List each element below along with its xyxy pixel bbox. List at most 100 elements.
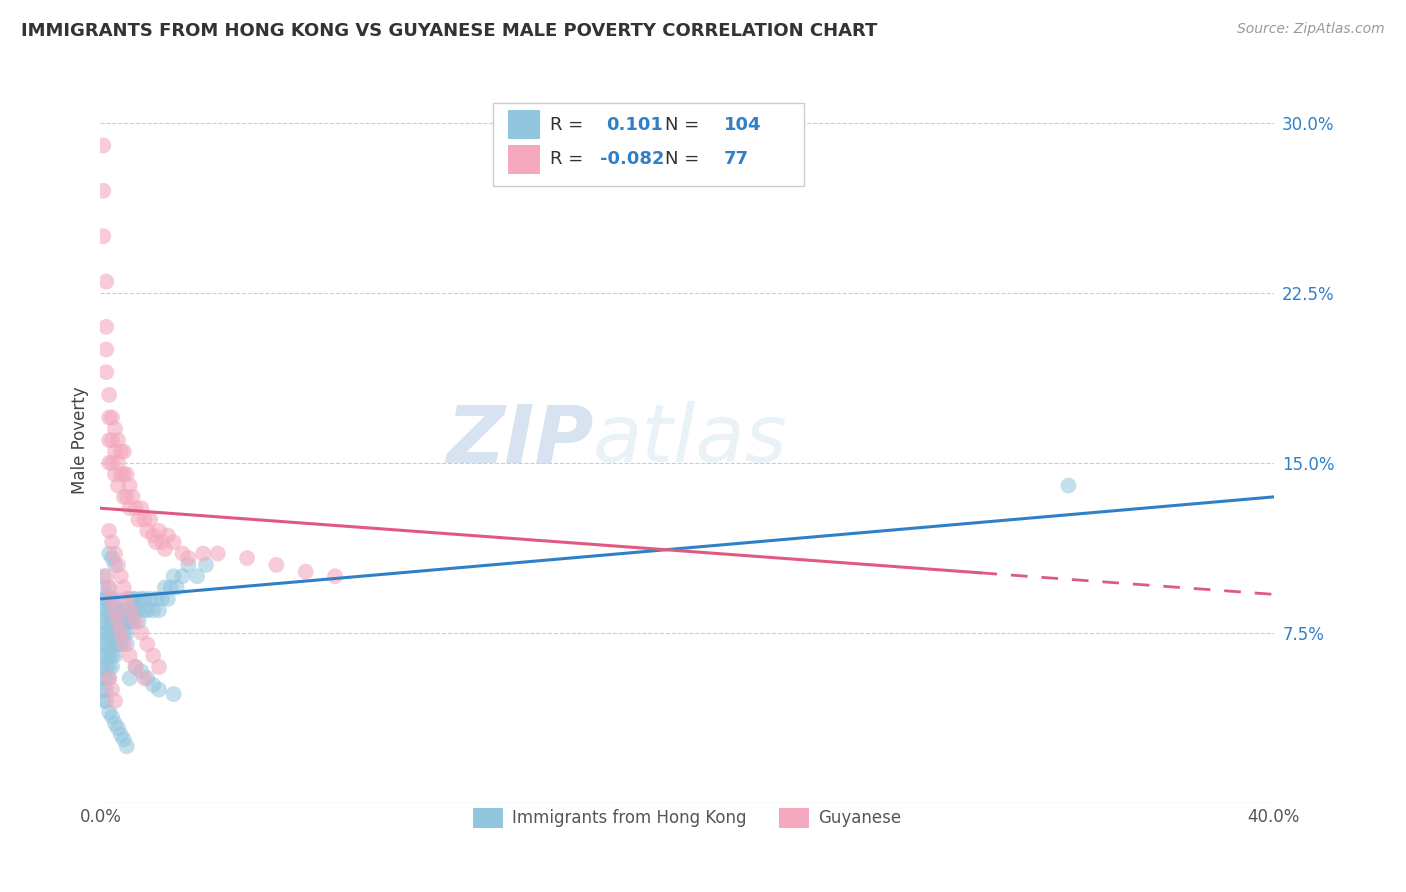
Point <box>207 547 229 561</box>
Point <box>121 603 143 617</box>
Point <box>101 433 124 447</box>
Point <box>91 138 114 153</box>
Point <box>136 671 159 685</box>
Point <box>148 524 170 538</box>
Point <box>148 682 170 697</box>
Point <box>159 581 181 595</box>
Point <box>96 275 118 289</box>
Point <box>110 626 132 640</box>
Point <box>112 490 135 504</box>
Point <box>91 626 114 640</box>
Point <box>112 637 135 651</box>
Point <box>1057 478 1080 492</box>
Point <box>98 615 121 629</box>
Point <box>156 528 179 542</box>
Point <box>142 528 165 542</box>
Point <box>91 637 114 651</box>
Point <box>98 524 121 538</box>
Point <box>127 615 149 629</box>
Point <box>142 648 165 663</box>
Point <box>166 581 188 595</box>
Point <box>104 694 127 708</box>
Point <box>131 665 153 679</box>
Text: -0.082: -0.082 <box>600 151 665 169</box>
Point <box>112 467 135 482</box>
Point <box>115 739 138 754</box>
Point <box>91 569 114 583</box>
Point <box>96 637 118 651</box>
Point <box>107 615 129 629</box>
Point <box>131 626 153 640</box>
Point <box>96 682 118 697</box>
Point <box>118 671 141 685</box>
Point <box>136 637 159 651</box>
Point <box>98 671 121 685</box>
Legend: Immigrants from Hong Kong, Guyanese: Immigrants from Hong Kong, Guyanese <box>467 801 907 835</box>
Point <box>194 558 217 572</box>
Point <box>134 603 156 617</box>
Point <box>172 547 194 561</box>
Point <box>107 433 129 447</box>
Point <box>91 660 114 674</box>
Point <box>96 660 118 674</box>
Point <box>121 490 143 504</box>
Point <box>96 319 118 334</box>
Point <box>96 694 118 708</box>
Point <box>186 569 208 583</box>
Point <box>101 551 124 566</box>
Point <box>104 626 127 640</box>
Point <box>91 671 114 685</box>
Point <box>104 467 127 482</box>
Point <box>110 569 132 583</box>
Point <box>156 591 179 606</box>
Point <box>127 603 149 617</box>
Point <box>98 410 121 425</box>
Point <box>118 603 141 617</box>
Text: R =: R = <box>550 116 589 134</box>
Point <box>124 660 146 674</box>
Point <box>104 603 127 617</box>
Point <box>118 648 141 663</box>
Point <box>136 603 159 617</box>
Point <box>142 603 165 617</box>
Point <box>91 648 114 663</box>
Point <box>107 721 129 735</box>
Point <box>153 581 176 595</box>
Point <box>96 603 118 617</box>
Point <box>101 648 124 663</box>
Text: IMMIGRANTS FROM HONG KONG VS GUYANESE MALE POVERTY CORRELATION CHART: IMMIGRANTS FROM HONG KONG VS GUYANESE MA… <box>21 22 877 40</box>
Point <box>121 615 143 629</box>
Point <box>101 591 124 606</box>
Text: N =: N = <box>665 151 704 169</box>
Point <box>118 478 141 492</box>
Point <box>148 603 170 617</box>
Point <box>236 551 259 566</box>
Point <box>101 710 124 724</box>
Text: N =: N = <box>665 116 704 134</box>
Point <box>139 591 162 606</box>
Point <box>107 603 129 617</box>
Point <box>134 512 156 526</box>
Text: 77: 77 <box>724 151 748 169</box>
FancyBboxPatch shape <box>494 103 804 186</box>
Point <box>112 581 135 595</box>
Point <box>98 626 121 640</box>
Point <box>96 365 118 379</box>
Point <box>124 591 146 606</box>
Point <box>131 591 153 606</box>
Point <box>150 535 173 549</box>
Point <box>153 542 176 557</box>
Bar <box>508 145 540 174</box>
Point <box>104 444 127 458</box>
Point <box>110 444 132 458</box>
Point <box>134 591 156 606</box>
Point <box>124 501 146 516</box>
Point <box>323 569 346 583</box>
Point <box>115 591 138 606</box>
Point <box>150 591 173 606</box>
Point <box>115 626 138 640</box>
Point <box>118 591 141 606</box>
Point <box>91 184 114 198</box>
Point <box>107 615 129 629</box>
Point <box>112 626 135 640</box>
